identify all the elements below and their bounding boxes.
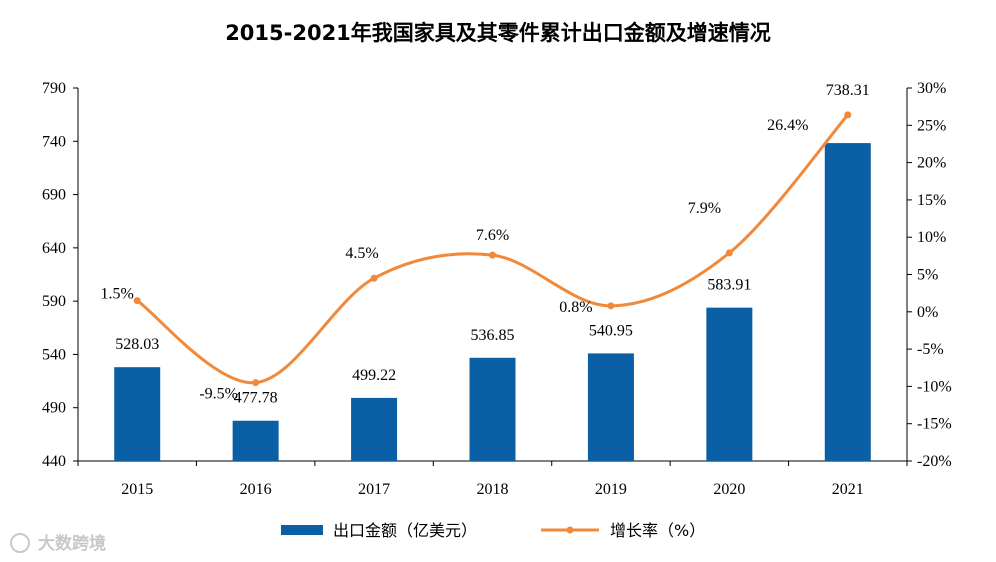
line-point (844, 111, 852, 119)
bar (706, 307, 753, 461)
y-right-tick-label: 0% (917, 304, 938, 321)
x-tick-label: 2017 (358, 481, 390, 498)
bar (351, 397, 398, 461)
line-value-label: 7.9% (688, 200, 721, 217)
y-left-tick-label: 640 (42, 240, 66, 257)
y-left-tick-label: 440 (42, 453, 66, 470)
x-tick-label: 2015 (121, 481, 153, 498)
watermark-text: 大数跨境 (38, 533, 106, 554)
legend-bar-label: 出口金额（亿美元） (333, 521, 477, 540)
line-value-label: 1.5% (101, 286, 134, 303)
y-right-tick-label: 20% (917, 155, 946, 172)
x-tick-label: 2019 (595, 481, 627, 498)
line-point (725, 249, 733, 257)
line-series (133, 111, 852, 387)
bar (232, 420, 279, 461)
y-right-tick-label: 15% (917, 192, 946, 209)
y-right-tick-label: -15% (917, 416, 952, 433)
line-point (607, 302, 615, 310)
y-right-tick-label: 5% (917, 267, 938, 284)
line-point (252, 379, 260, 387)
line-point (133, 297, 141, 305)
bar-value-label: 536.85 (471, 327, 515, 344)
legend: 出口金额（亿美元） 增长率（%） (281, 521, 705, 540)
line-value-label: 0.8% (559, 299, 592, 316)
bar (587, 353, 634, 461)
chart-title: 2015-2021年我国家具及其零件累计出口金额及增速情况 (225, 21, 771, 45)
line-value-label: -9.5% (199, 386, 238, 403)
bar-value-label: 477.78 (234, 390, 278, 407)
y-left-tick-label: 490 (42, 400, 66, 417)
y-right-tick-label: -10% (917, 378, 952, 395)
bar-value-label: 738.31 (826, 82, 870, 99)
line-value-label: 7.6% (476, 227, 509, 244)
bar-value-label: 583.91 (707, 277, 751, 294)
y-left-tick-label: 590 (42, 293, 66, 310)
data-labels: 528.03 477.78 499.22 536.85 540.95 583.91 738.… (101, 82, 870, 407)
y-left-tick-label: 740 (42, 133, 66, 150)
legend-bar-swatch (281, 525, 323, 535)
bar (114, 367, 161, 461)
x-tick-label: 2020 (713, 481, 745, 498)
line-value-label: 26.4% (767, 117, 808, 134)
x-tick-label: 2016 (240, 481, 272, 498)
y-right-tick-label: 30% (917, 80, 946, 97)
watermark: 大数跨境 (10, 533, 106, 554)
bar-value-label: 528.03 (115, 336, 159, 353)
y-left-tick-label: 790 (42, 80, 66, 97)
y-left-tick-label: 540 (42, 346, 66, 363)
y-right-tick-label: -5% (917, 341, 944, 358)
y-right-tick-label: 10% (917, 229, 946, 246)
legend-line-marker (566, 526, 574, 534)
y-right-tick-label: -20% (917, 453, 952, 470)
bar-value-label: 540.95 (589, 322, 633, 339)
bar-series (114, 143, 871, 461)
bar (469, 357, 516, 461)
y-right-tick-label: 25% (917, 117, 946, 134)
line-value-label: 4.5% (345, 245, 378, 262)
y-left-tick-label: 690 (42, 187, 66, 204)
bar (824, 143, 871, 461)
bar-value-label: 499.22 (352, 367, 396, 384)
line-point (489, 251, 496, 259)
line-point (370, 274, 378, 282)
x-tick-label: 2018 (477, 481, 509, 498)
x-tick-label: 2021 (832, 481, 864, 498)
legend-line-label: 增长率（%） (610, 521, 705, 540)
axes: 440 490 540 590 640 690 740 790 -20% -15% -10% -5% 0… (42, 80, 952, 498)
watermark-logo-icon (10, 533, 30, 553)
